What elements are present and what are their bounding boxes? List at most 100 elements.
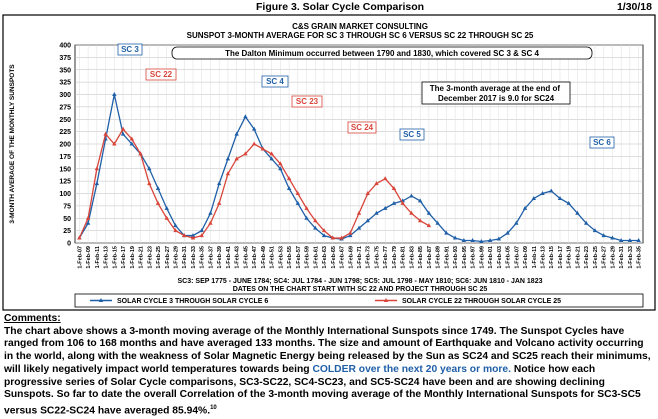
marker <box>278 166 283 171</box>
marker <box>295 191 301 195</box>
x-tick-label: 1-Feb-63 <box>322 246 328 269</box>
x-tick-label: 1-Feb-07 <box>514 246 520 269</box>
annotation-line: December 2017 is 9.0 for SC24 <box>438 94 555 103</box>
marker <box>514 220 519 225</box>
annotation-box <box>261 75 289 88</box>
x-tick-label: 1-Feb-83 <box>409 246 415 269</box>
chart-title: C&S GRAIN MARKET CONSULTING <box>292 22 428 31</box>
marker <box>365 218 370 223</box>
x-tick-label: 1-Feb-55 <box>287 246 293 269</box>
marker <box>426 210 432 215</box>
x-tick-label: 1-Feb-19 <box>567 246 573 269</box>
marker <box>295 200 301 205</box>
x-tick-label: 1-Feb-19 <box>130 246 136 269</box>
marker <box>540 191 545 195</box>
marker <box>356 225 362 230</box>
marker <box>417 218 423 223</box>
marker <box>557 195 563 200</box>
y-tick-label: 50 <box>63 216 71 223</box>
x-tick-label: 1-Feb-05 <box>506 246 512 269</box>
marker <box>85 220 91 225</box>
marker <box>138 151 143 156</box>
footnote: 10 <box>210 404 217 411</box>
marker <box>129 136 134 141</box>
x-tick-label: 1-Feb-21 <box>575 246 581 269</box>
marker <box>409 210 414 215</box>
marker <box>129 141 134 146</box>
annotation-box <box>171 46 593 60</box>
x-tick-label: 1-Feb-97 <box>471 246 477 269</box>
marker <box>190 233 196 238</box>
marker <box>452 235 458 240</box>
marker <box>356 210 362 215</box>
y-tick-label: 150 <box>59 166 71 173</box>
x-tick-label: 1-Feb-69 <box>348 246 354 269</box>
annotation-box <box>421 81 571 105</box>
marker <box>374 210 379 215</box>
x-tick-label: 1-Feb-91 <box>444 246 450 269</box>
marker <box>313 218 318 223</box>
marker <box>304 215 309 220</box>
annotation: SC 22 <box>150 70 173 79</box>
x-tick-label: 1-Feb-79 <box>392 246 398 269</box>
x-tick-label: 1-Feb-15 <box>549 246 555 269</box>
x-tick-label: 1-Feb-01 <box>488 246 494 269</box>
legend-box <box>74 293 644 308</box>
x-tick-label: 1-Feb-53 <box>278 246 284 269</box>
x-tick-label: 1-Feb-65 <box>331 246 337 269</box>
x-tick-label: 1-Feb-15 <box>112 246 118 269</box>
marker <box>234 131 239 136</box>
marker <box>426 223 432 228</box>
marker <box>496 236 502 241</box>
marker <box>155 186 161 191</box>
marker <box>391 200 397 205</box>
marker <box>487 238 493 243</box>
annotation: SC 23 <box>296 97 319 106</box>
marker <box>321 233 327 238</box>
marker <box>208 210 213 215</box>
marker <box>601 233 606 238</box>
x-tick-label: 1-Feb-41 <box>226 246 232 269</box>
x-tick-label: 1-Feb-29 <box>173 246 179 269</box>
legend-marker <box>383 298 389 302</box>
x-tick-label: 1-Feb-85 <box>418 246 424 269</box>
marker <box>243 114 248 119</box>
marker <box>409 193 414 198</box>
x-tick-label: 1-Feb-61 <box>313 246 319 269</box>
x-tick-label: 1-Feb-51 <box>270 246 276 269</box>
y-tick-label: 125 <box>59 179 71 186</box>
x-tick-label: 1-Feb-45 <box>243 246 249 269</box>
x-tick-label: 1-Feb-09 <box>523 246 529 269</box>
marker <box>85 215 91 220</box>
marker <box>584 220 589 225</box>
y-tick-label: 325 <box>59 80 71 87</box>
x-tick-label: 1-Feb-57 <box>296 246 302 269</box>
legend-label: SOLAR CYCLE 22 THROUGH SOLAR CYCLE 25 <box>402 298 561 305</box>
y-tick-label: 400 <box>59 43 71 50</box>
x-tick-label: 1-Feb-39 <box>217 246 223 269</box>
x-tick-label: 1-Feb-09 <box>86 246 92 269</box>
x-tick-label: 1-Feb-29 <box>610 246 616 269</box>
marker <box>627 238 633 243</box>
x-tick-label: 1-Feb-25 <box>156 246 162 269</box>
note: SC3: SEP 1775 - JUNE 1784; SC4: JUL 1784… <box>178 278 543 285</box>
x-tick-label: 1-Feb-31 <box>619 246 625 269</box>
marker <box>120 126 126 131</box>
marker <box>444 230 449 235</box>
marker <box>374 181 379 186</box>
x-tick-label: 1-Feb-11 <box>532 246 538 268</box>
legend-label: SOLAR CYCLE 3 THROUGH SOLAR CYCLE 6 <box>117 298 268 305</box>
x-tick-label: 1-Feb-99 <box>479 246 485 269</box>
marker <box>120 131 126 136</box>
annotation-line: The 3-month average at the end of <box>430 84 562 93</box>
x-tick-label: 1-Feb-37 <box>208 246 214 269</box>
marker <box>435 220 440 225</box>
marker <box>383 176 388 181</box>
marker <box>269 151 274 156</box>
marker <box>103 131 108 136</box>
marker <box>251 141 257 146</box>
marker <box>216 181 222 186</box>
y-tick-label: 300 <box>59 92 71 99</box>
marker <box>417 198 423 203</box>
marker <box>505 230 510 235</box>
